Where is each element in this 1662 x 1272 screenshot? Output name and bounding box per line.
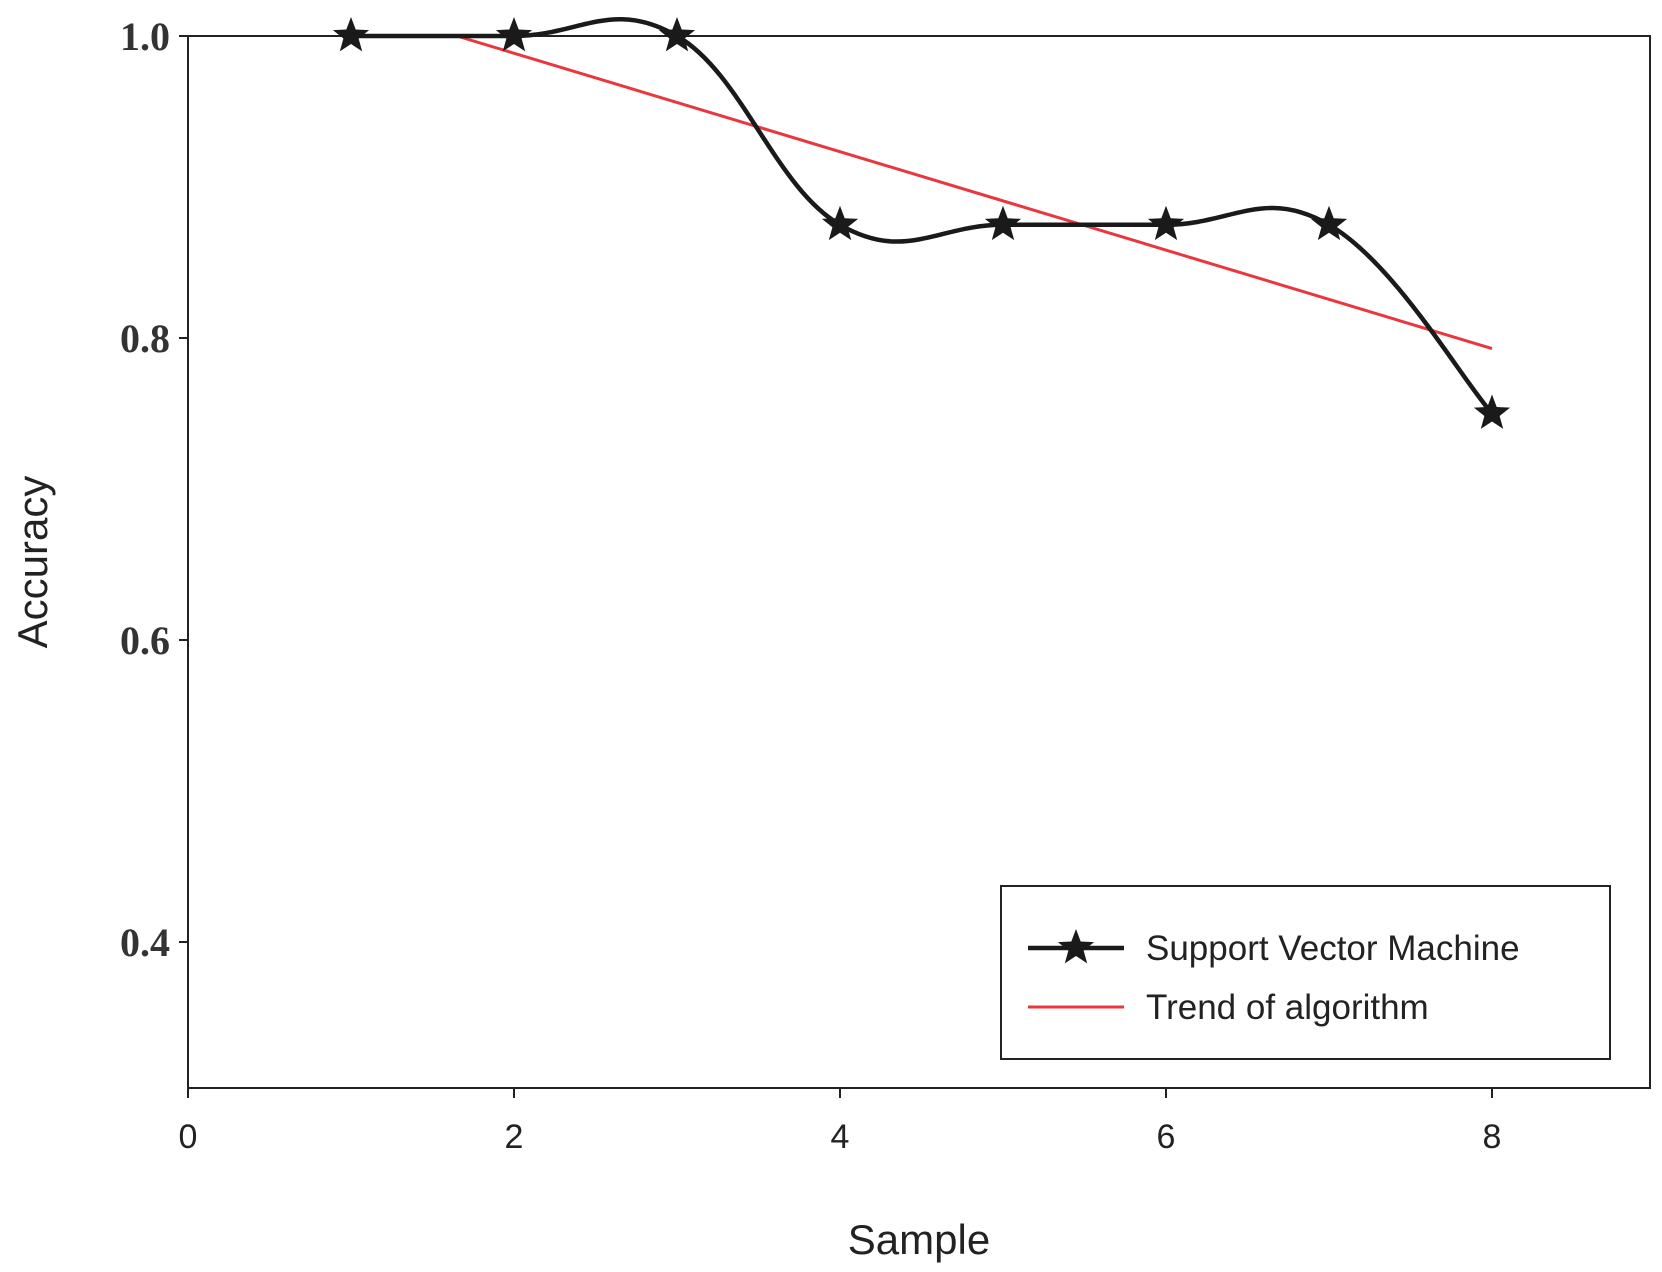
legend-svm-label: Support Vector Machine bbox=[1146, 929, 1520, 968]
x-tick-label: 6 bbox=[1157, 1118, 1176, 1156]
series-support-vector-machine-line bbox=[351, 17, 1494, 415]
plot-area-frame bbox=[187, 35, 1651, 1089]
series-trend-of-algorithm-line bbox=[456, 34, 1493, 351]
y-tick-label: 0.4 bbox=[120, 920, 170, 965]
legend-svm-star-marker bbox=[1057, 929, 1095, 964]
svm-star-marker bbox=[495, 17, 533, 52]
svm-star-marker bbox=[1147, 205, 1185, 241]
svm-star-marker bbox=[1310, 205, 1348, 241]
x-tick-label: 2 bbox=[505, 1118, 524, 1156]
legend-box bbox=[1000, 885, 1611, 1060]
y-axis: 0.4 0.6 0.8 1.0 bbox=[120, 14, 188, 965]
svm-star-marker bbox=[1473, 394, 1511, 429]
svm-star-marker bbox=[658, 17, 696, 52]
svm-star-marker bbox=[821, 205, 859, 241]
series-layer bbox=[332, 17, 1511, 429]
x-axis-title: Sample bbox=[848, 1216, 990, 1263]
legend: Support Vector Machine Trend of algorith… bbox=[1000, 885, 1611, 1060]
svm-star-marker bbox=[332, 17, 370, 52]
legend-trend-label: Trend of algorithm bbox=[1146, 988, 1429, 1027]
x-tick-label: 8 bbox=[1483, 1118, 1502, 1156]
svm-star-marker bbox=[984, 205, 1022, 241]
x-tick-label: 4 bbox=[831, 1118, 850, 1156]
y-tick-label: 0.6 bbox=[120, 618, 170, 663]
y-axis-title: Accuracy bbox=[9, 476, 56, 649]
x-tick-label: 0 bbox=[179, 1118, 198, 1156]
y-tick-label: 1.0 bbox=[120, 14, 170, 59]
x-axis: 0 2 4 6 8 bbox=[179, 1088, 1502, 1156]
y-tick-label: 0.8 bbox=[120, 316, 170, 361]
